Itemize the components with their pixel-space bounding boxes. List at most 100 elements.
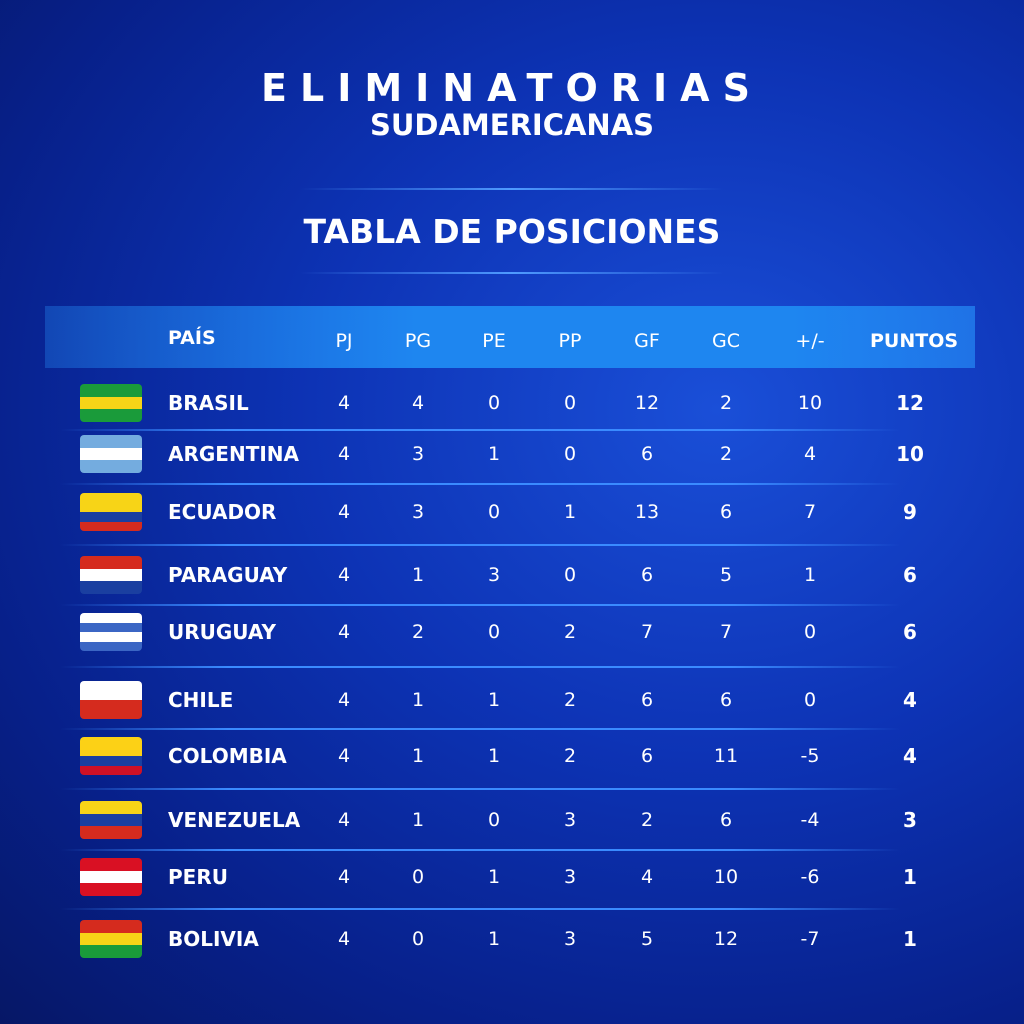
- stat-cell: 1: [487, 689, 501, 711]
- stat-cell: 7: [719, 621, 733, 643]
- row-separator: [60, 603, 900, 606]
- team-name: ECUADOR: [168, 500, 277, 524]
- flag: [80, 920, 142, 958]
- column-header: PJ: [335, 330, 353, 352]
- stat-cell: 1: [411, 564, 425, 586]
- stat-cell: 4: [337, 866, 351, 888]
- stat-cell: 4: [337, 443, 351, 465]
- stat-cell: -5: [800, 745, 820, 767]
- stat-cell: 3: [563, 809, 577, 831]
- stat-cell: 2: [719, 443, 733, 465]
- flag: [80, 613, 142, 651]
- stat-cell: -6: [800, 866, 820, 888]
- stat-cell: 4: [337, 621, 351, 643]
- stat-cell: 5: [719, 564, 733, 586]
- stat-cell: 0: [411, 928, 425, 950]
- stat-cell: 4: [337, 689, 351, 711]
- stat-cell: 0: [563, 443, 577, 465]
- flag: [80, 435, 142, 473]
- stat-cell: 4: [337, 392, 351, 414]
- stat-cell: 4: [640, 866, 654, 888]
- stat-cell: 13: [634, 501, 660, 523]
- stat-cell: 4: [337, 745, 351, 767]
- stat-cell: 6: [640, 745, 654, 767]
- team-name: BOLIVIA: [168, 927, 259, 951]
- stat-cell: 1: [803, 564, 817, 586]
- stat-cell: 7: [640, 621, 654, 643]
- stat-cell: 6: [719, 809, 733, 831]
- row-separator: [60, 666, 900, 668]
- stat-cell: 4: [411, 392, 425, 414]
- column-header: GC: [712, 330, 740, 352]
- stat-cell: 4: [337, 564, 351, 586]
- stat-cell: 0: [487, 392, 501, 414]
- column-header: PP: [558, 330, 582, 352]
- column-header: +/-: [795, 330, 825, 352]
- stat-cell: 3: [563, 866, 577, 888]
- stat-cell: 2: [563, 745, 577, 767]
- flag: [80, 556, 142, 594]
- stat-cell: 1: [487, 443, 501, 465]
- title: ELIMINATORIAS: [261, 66, 763, 110]
- column-header: GF: [634, 330, 660, 352]
- points: 6: [903, 620, 917, 644]
- stat-cell: 4: [337, 501, 351, 523]
- flag: [80, 681, 142, 719]
- points: 4: [903, 744, 917, 768]
- flag: [80, 801, 142, 839]
- stat-cell: 4: [337, 928, 351, 950]
- points: 1: [903, 865, 917, 889]
- table-title: TABLA DE POSICIONES: [303, 212, 721, 251]
- points: 1: [903, 927, 917, 951]
- flag: [80, 737, 142, 775]
- points: 6: [903, 563, 917, 587]
- team-name: COLOMBIA: [168, 744, 287, 768]
- stat-cell: -7: [800, 928, 820, 950]
- stat-cell: 1: [487, 928, 501, 950]
- stat-cell: 1: [487, 745, 501, 767]
- stat-cell: 6: [719, 689, 733, 711]
- stat-cell: 1: [411, 745, 425, 767]
- stat-cell: 2: [719, 392, 733, 414]
- stat-cell: 6: [640, 564, 654, 586]
- stat-cell: 6: [640, 689, 654, 711]
- stat-cell: 12: [634, 392, 660, 414]
- stat-cell: 2: [411, 621, 425, 643]
- team-name: PARAGUAY: [168, 563, 288, 587]
- column-header: PAÍS: [168, 327, 216, 349]
- stat-cell: 12: [713, 928, 739, 950]
- stat-cell: 3: [411, 501, 425, 523]
- stat-cell: 0: [563, 564, 577, 586]
- team-name: BRASIL: [168, 391, 249, 415]
- row-separator: [60, 428, 900, 431]
- stat-cell: 2: [563, 621, 577, 643]
- points: 3: [903, 808, 917, 832]
- row-separator: [60, 728, 900, 730]
- team-name: ARGENTINA: [168, 442, 299, 466]
- column-header: PG: [404, 330, 432, 352]
- stat-cell: 3: [487, 564, 501, 586]
- stat-cell: 1: [411, 689, 425, 711]
- divider: [300, 188, 724, 190]
- column-header: PE: [482, 330, 506, 352]
- row-separator: [60, 908, 900, 910]
- stat-cell: 1: [563, 501, 577, 523]
- row-separator: [60, 543, 900, 546]
- stat-cell: 0: [487, 621, 501, 643]
- stat-cell: 7: [803, 501, 817, 523]
- stat-cell: 0: [411, 866, 425, 888]
- row-separator: [60, 788, 900, 790]
- stat-cell: 5: [640, 928, 654, 950]
- team-name: VENEZUELA: [168, 808, 301, 832]
- flag: [80, 384, 142, 422]
- row-separator: [60, 848, 900, 851]
- column-header: PUNTOS: [870, 330, 959, 352]
- stat-cell: 10: [797, 392, 823, 414]
- header-band: [45, 306, 975, 368]
- stat-cell: 3: [411, 443, 425, 465]
- points: 9: [903, 500, 917, 524]
- stat-cell: -4: [800, 809, 820, 831]
- stat-cell: 2: [640, 809, 654, 831]
- stat-cell: 0: [803, 689, 817, 711]
